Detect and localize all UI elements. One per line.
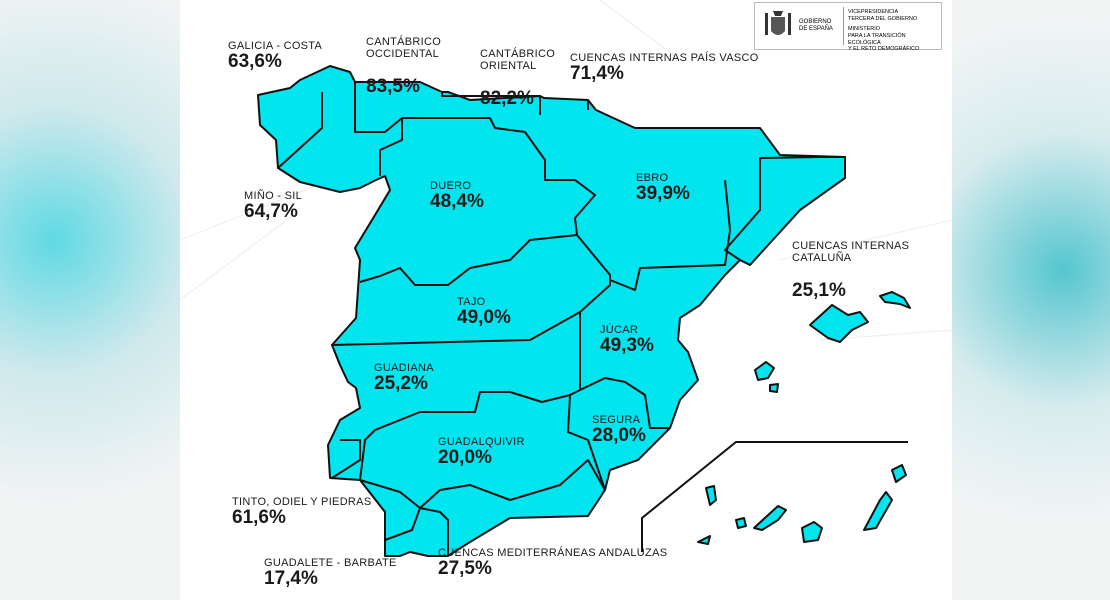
basin-value: 28,0%: [592, 425, 646, 447]
basin-value: 20,0%: [438, 447, 492, 469]
basin-value: 39,9%: [636, 183, 690, 205]
min-line3: Y EL RETO DEMOGRÁFICO: [848, 46, 920, 53]
label-galicia-costa: GALICIA - COSTA 63,6%: [228, 40, 322, 73]
basin-name: TAJO: [457, 296, 486, 308]
canary-hierro: [697, 535, 711, 545]
balearic-mallorca: [809, 304, 869, 343]
basin-name: GUADALQUIVIR: [438, 436, 525, 448]
basin-value: 17,4%: [264, 568, 318, 590]
basin-name: JÚCAR: [600, 324, 639, 336]
basin-name: GALICIA - COSTA: [228, 40, 323, 52]
basin-value: 61,6%: [232, 507, 286, 529]
basin-name: DUERO: [430, 180, 472, 192]
min-line1: MINISTERIO: [848, 25, 881, 32]
label-mino-sil: MIÑO - SIL 64,7%: [244, 190, 302, 223]
basin-value: 64,7%: [244, 201, 298, 223]
basin-value: 71,4%: [570, 63, 624, 85]
label-cantabrico-occidental: CANTÁBRICO OCCIDENTAL 83,5%: [366, 18, 441, 116]
basin-value: 83,5%: [366, 76, 420, 98]
label-cantabrico-oriental: CANTÁBRICO ORIENTAL 82,2%: [480, 30, 555, 128]
basin-name: GUADIANA: [374, 362, 434, 374]
basin-name: MIÑO - SIL: [244, 190, 303, 202]
label-tajo: TAJO 49,0%: [457, 296, 511, 329]
label-guadiana: GUADIANA 25,2%: [374, 362, 434, 395]
basin-borders: [277, 82, 731, 556]
label-jucar: JÚCAR 49,3%: [600, 324, 654, 357]
basin-value: 27,5%: [438, 558, 492, 580]
basin-name: GUADALETE - BARBATE: [264, 557, 397, 569]
basin-name: CANTÁBRICO ORIENTAL: [480, 47, 556, 72]
balearic-formentera: [769, 383, 779, 393]
vp-line1: VICEPRESIDENCIA: [848, 9, 899, 15]
label-tinto-odiel-piedras: TINTO, ODIEL Y PIEDRAS 61,6%: [232, 496, 371, 529]
gobierno-line2: DE ESPAÑA: [799, 26, 833, 33]
basin-name: CANTÁBRICO OCCIDENTAL: [366, 35, 442, 60]
basin-value: 82,2%: [480, 88, 534, 110]
canary-gran-canaria: [801, 521, 823, 543]
basin-value: 25,2%: [374, 373, 428, 395]
basin-value: 49,3%: [600, 335, 654, 357]
spain-basins-map: [180, 0, 952, 557]
label-ebro: EBRO 39,9%: [636, 172, 690, 205]
canary-gomera: [735, 517, 747, 529]
canary-separator: [641, 441, 908, 552]
gobierno-text: GOBIERNO DE ESPAÑA: [799, 19, 839, 33]
basin-value: 25,1%: [792, 280, 846, 302]
logo-divider: [843, 7, 844, 45]
reservoir-map-panel: GALICIA - COSTA 63,6% CANTÁBRICO OCCIDEN…: [180, 0, 952, 600]
catalunya-internal: [724, 156, 846, 266]
basin-name: CUENCAS INTERNAS CATALUÑA: [792, 239, 910, 264]
blurred-background-left: [0, 0, 180, 600]
gobierno-line1: GOBIERNO: [799, 19, 832, 25]
vp-line2: TERCERA DEL GOBIERNO: [848, 15, 918, 22]
blurred-background-right: [952, 0, 1110, 600]
basin-value: 63,6%: [228, 51, 282, 73]
basin-name: CUENCAS INTERNAS PAÍS VASCO: [570, 52, 759, 64]
label-cuencas-internas-pais-vasco: CUENCAS INTERNAS PAÍS VASCO 71,4%: [570, 52, 759, 85]
canary-fuerteventura: [863, 491, 893, 531]
basin-name: TINTO, ODIEL Y PIEDRAS: [232, 496, 372, 508]
min-line2: PARA LA TRANSICIÓN ECOLÓGICA: [848, 32, 906, 46]
balearic-ibiza: [754, 361, 775, 381]
balearic-menorca: [879, 291, 911, 309]
label-guadalquivir: GUADALQUIVIR 20,0%: [438, 436, 525, 469]
canary-lanzarote: [891, 464, 907, 483]
government-logo: GOBIERNO DE ESPAÑA VICEPRESIDENCIA TERCE…: [754, 2, 942, 53]
basin-value: 49,0%: [457, 307, 511, 329]
coat-of-arms-icon: [765, 11, 791, 35]
mainland-outline: [257, 65, 846, 557]
label-cuencas-mediterraneas-andaluzas: CUENCAS MEDITERRÁNEAS ANDALUZAS 27,5%: [438, 547, 667, 580]
basin-value: 48,4%: [430, 191, 484, 213]
basin-name: SEGURA: [592, 414, 641, 426]
label-cuencas-internas-cataluna: CUENCAS INTERNAS CATALUÑA 25,1%: [792, 222, 909, 320]
label-duero: DUERO 48,4%: [430, 180, 484, 213]
canary-la-palma: [705, 485, 717, 506]
ministerio-text: VICEPRESIDENCIA TERCERA DEL GOBIERNO MIN…: [848, 9, 938, 53]
label-segura: SEGURA 28,0%: [592, 414, 646, 447]
label-guadalete-barbate: GUADALETE - BARBATE 17,4%: [264, 557, 397, 590]
canary-tenerife: [753, 505, 787, 531]
basin-name: EBRO: [636, 172, 669, 184]
basin-name: CUENCAS MEDITERRÁNEAS ANDALUZAS: [438, 547, 668, 559]
